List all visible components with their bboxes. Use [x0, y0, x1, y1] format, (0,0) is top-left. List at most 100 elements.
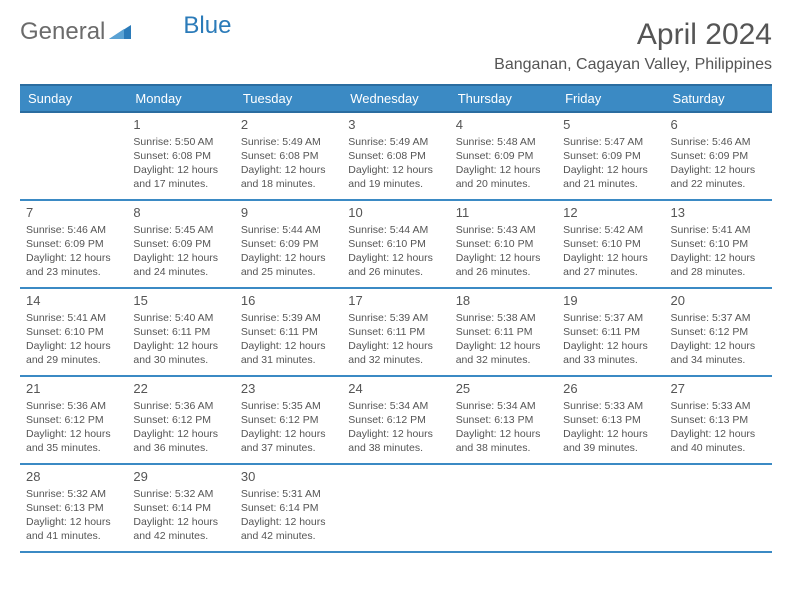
- sunset-line: Sunset: 6:12 PM: [133, 413, 228, 427]
- header-right: April 2024 Banganan, Cagayan Valley, Phi…: [494, 18, 772, 74]
- sunrise-line: Sunrise: 5:31 AM: [241, 487, 336, 501]
- sunrise-line: Sunrise: 5:43 AM: [456, 223, 551, 237]
- calendar-cell: 20Sunrise: 5:37 AMSunset: 6:12 PMDayligh…: [665, 288, 772, 376]
- calendar-cell: 23Sunrise: 5:35 AMSunset: 6:12 PMDayligh…: [235, 376, 342, 464]
- daylight-line: Daylight: 12 hours and 39 minutes.: [563, 427, 658, 455]
- daylight-line: Daylight: 12 hours and 22 minutes.: [671, 163, 766, 191]
- day-number: 17: [348, 292, 443, 310]
- daylight-line: Daylight: 12 hours and 36 minutes.: [133, 427, 228, 455]
- day-number: 7: [26, 204, 121, 222]
- calendar-body: 1Sunrise: 5:50 AMSunset: 6:08 PMDaylight…: [20, 112, 772, 552]
- calendar-cell: 8Sunrise: 5:45 AMSunset: 6:09 PMDaylight…: [127, 200, 234, 288]
- sunset-line: Sunset: 6:11 PM: [563, 325, 658, 339]
- calendar-cell: 9Sunrise: 5:44 AMSunset: 6:09 PMDaylight…: [235, 200, 342, 288]
- sunset-line: Sunset: 6:08 PM: [241, 149, 336, 163]
- month-title: April 2024: [494, 18, 772, 52]
- weekday-header: Monday: [127, 85, 234, 112]
- sunrise-line: Sunrise: 5:45 AM: [133, 223, 228, 237]
- calendar-table: SundayMondayTuesdayWednesdayThursdayFrid…: [20, 84, 772, 553]
- daylight-line: Daylight: 12 hours and 31 minutes.: [241, 339, 336, 367]
- brand-logo: General Blue: [20, 18, 231, 46]
- sunset-line: Sunset: 6:09 PM: [26, 237, 121, 251]
- sunrise-line: Sunrise: 5:41 AM: [26, 311, 121, 325]
- brand-part2: Blue: [183, 12, 231, 40]
- day-number: 6: [671, 116, 766, 134]
- daylight-line: Daylight: 12 hours and 29 minutes.: [26, 339, 121, 367]
- sunset-line: Sunset: 6:11 PM: [133, 325, 228, 339]
- weekday-header: Wednesday: [342, 85, 449, 112]
- sunrise-line: Sunrise: 5:48 AM: [456, 135, 551, 149]
- daylight-line: Daylight: 12 hours and 28 minutes.: [671, 251, 766, 279]
- calendar-cell: 4Sunrise: 5:48 AMSunset: 6:09 PMDaylight…: [450, 112, 557, 200]
- calendar-cell: 21Sunrise: 5:36 AMSunset: 6:12 PMDayligh…: [20, 376, 127, 464]
- calendar-cell: 30Sunrise: 5:31 AMSunset: 6:14 PMDayligh…: [235, 464, 342, 552]
- calendar-cell: 2Sunrise: 5:49 AMSunset: 6:08 PMDaylight…: [235, 112, 342, 200]
- sunset-line: Sunset: 6:09 PM: [671, 149, 766, 163]
- daylight-line: Daylight: 12 hours and 41 minutes.: [26, 515, 121, 543]
- sunrise-line: Sunrise: 5:49 AM: [241, 135, 336, 149]
- sunset-line: Sunset: 6:11 PM: [456, 325, 551, 339]
- calendar-cell: 1Sunrise: 5:50 AMSunset: 6:08 PMDaylight…: [127, 112, 234, 200]
- day-number: 27: [671, 380, 766, 398]
- sunset-line: Sunset: 6:13 PM: [563, 413, 658, 427]
- daylight-line: Daylight: 12 hours and 34 minutes.: [671, 339, 766, 367]
- day-number: 11: [456, 204, 551, 222]
- calendar-cell: 14Sunrise: 5:41 AMSunset: 6:10 PMDayligh…: [20, 288, 127, 376]
- weekday-header: Thursday: [450, 85, 557, 112]
- calendar-cell: 6Sunrise: 5:46 AMSunset: 6:09 PMDaylight…: [665, 112, 772, 200]
- daylight-line: Daylight: 12 hours and 38 minutes.: [456, 427, 551, 455]
- calendar-week-row: 1Sunrise: 5:50 AMSunset: 6:08 PMDaylight…: [20, 112, 772, 200]
- day-number: 3: [348, 116, 443, 134]
- day-number: 19: [563, 292, 658, 310]
- daylight-line: Daylight: 12 hours and 30 minutes.: [133, 339, 228, 367]
- weekday-header: Saturday: [665, 85, 772, 112]
- calendar-cell: 3Sunrise: 5:49 AMSunset: 6:08 PMDaylight…: [342, 112, 449, 200]
- sunset-line: Sunset: 6:10 PM: [456, 237, 551, 251]
- calendar-head: SundayMondayTuesdayWednesdayThursdayFrid…: [20, 85, 772, 112]
- sunrise-line: Sunrise: 5:44 AM: [241, 223, 336, 237]
- day-number: 22: [133, 380, 228, 398]
- location: Banganan, Cagayan Valley, Philippines: [494, 56, 772, 74]
- day-number: 12: [563, 204, 658, 222]
- sunset-line: Sunset: 6:13 PM: [26, 501, 121, 515]
- sunrise-line: Sunrise: 5:33 AM: [671, 399, 766, 413]
- calendar-cell: 11Sunrise: 5:43 AMSunset: 6:10 PMDayligh…: [450, 200, 557, 288]
- daylight-line: Daylight: 12 hours and 25 minutes.: [241, 251, 336, 279]
- sunrise-line: Sunrise: 5:36 AM: [26, 399, 121, 413]
- day-number: 20: [671, 292, 766, 310]
- sunset-line: Sunset: 6:13 PM: [671, 413, 766, 427]
- sunset-line: Sunset: 6:12 PM: [671, 325, 766, 339]
- day-number: 24: [348, 380, 443, 398]
- daylight-line: Daylight: 12 hours and 19 minutes.: [348, 163, 443, 191]
- sunset-line: Sunset: 6:10 PM: [26, 325, 121, 339]
- day-number: 14: [26, 292, 121, 310]
- day-number: 26: [563, 380, 658, 398]
- sunset-line: Sunset: 6:12 PM: [26, 413, 121, 427]
- sunrise-line: Sunrise: 5:41 AM: [671, 223, 766, 237]
- calendar-cell: 24Sunrise: 5:34 AMSunset: 6:12 PMDayligh…: [342, 376, 449, 464]
- sunrise-line: Sunrise: 5:39 AM: [241, 311, 336, 325]
- day-number: 2: [241, 116, 336, 134]
- sunrise-line: Sunrise: 5:35 AM: [241, 399, 336, 413]
- day-number: 21: [26, 380, 121, 398]
- daylight-line: Daylight: 12 hours and 32 minutes.: [456, 339, 551, 367]
- daylight-line: Daylight: 12 hours and 38 minutes.: [348, 427, 443, 455]
- sunset-line: Sunset: 6:11 PM: [241, 325, 336, 339]
- day-number: 1: [133, 116, 228, 134]
- sunset-line: Sunset: 6:14 PM: [133, 501, 228, 515]
- calendar-cell: [665, 464, 772, 552]
- calendar-cell: 15Sunrise: 5:40 AMSunset: 6:11 PMDayligh…: [127, 288, 234, 376]
- calendar-cell: 16Sunrise: 5:39 AMSunset: 6:11 PMDayligh…: [235, 288, 342, 376]
- calendar-cell: 22Sunrise: 5:36 AMSunset: 6:12 PMDayligh…: [127, 376, 234, 464]
- daylight-line: Daylight: 12 hours and 27 minutes.: [563, 251, 658, 279]
- day-number: 28: [26, 468, 121, 486]
- calendar-cell: 13Sunrise: 5:41 AMSunset: 6:10 PMDayligh…: [665, 200, 772, 288]
- daylight-line: Daylight: 12 hours and 26 minutes.: [456, 251, 551, 279]
- sunrise-line: Sunrise: 5:38 AM: [456, 311, 551, 325]
- calendar-cell: [20, 112, 127, 200]
- sunset-line: Sunset: 6:10 PM: [563, 237, 658, 251]
- sunrise-line: Sunrise: 5:42 AM: [563, 223, 658, 237]
- calendar-cell: 26Sunrise: 5:33 AMSunset: 6:13 PMDayligh…: [557, 376, 664, 464]
- sunrise-line: Sunrise: 5:33 AM: [563, 399, 658, 413]
- brand-part1: General: [20, 18, 105, 46]
